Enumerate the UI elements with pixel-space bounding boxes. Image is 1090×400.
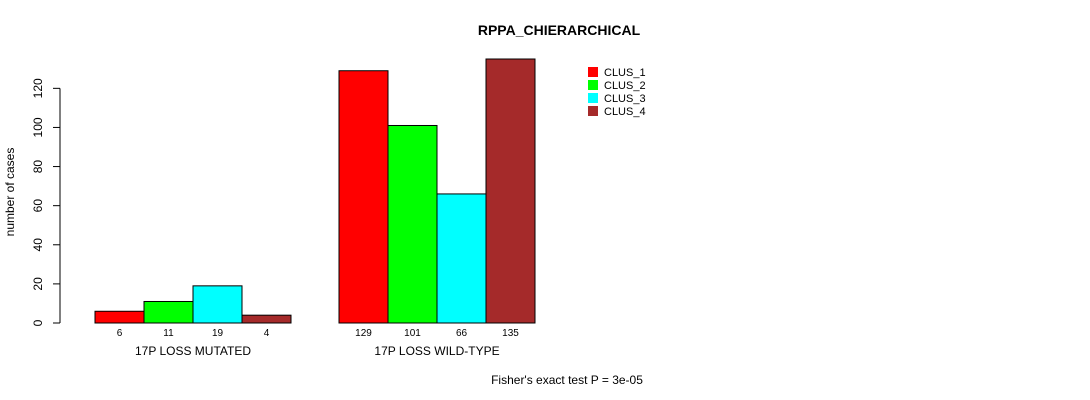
legend-swatch: [588, 106, 598, 116]
y-axis: 0 20 40 60 80 100 120: [31, 78, 61, 326]
y-axis-label: number of cases: [3, 148, 17, 237]
group-label: 17P LOSS MUTATED: [135, 344, 251, 358]
fisher-test-footnote: Fisher's exact test P = 3e-05: [491, 373, 643, 387]
bar-clus-4: [241, 314, 292, 324]
bar-count-label: 19: [212, 328, 224, 339]
bar-count-label: 66: [456, 328, 468, 339]
y-tick-label: 60: [31, 199, 45, 213]
bars-layer: 6 11 19 4 129 101 66 135: [94, 58, 536, 339]
legend-swatch: [588, 67, 598, 77]
bar-count-label: 11: [163, 328, 174, 339]
bar-clus-3: [436, 193, 487, 324]
bar-clus-1: [94, 310, 145, 324]
bar-clus-2: [387, 124, 438, 324]
bar-count-label: 129: [355, 328, 372, 339]
y-tick-label: 0: [31, 319, 45, 326]
group-label: 17P LOSS WILD-TYPE: [374, 344, 499, 358]
legend-entry: CLUS_3: [604, 93, 646, 105]
legend-swatch: [588, 80, 598, 90]
y-tick-label: 120: [31, 78, 45, 98]
legend-entry: CLUS_4: [604, 106, 646, 118]
legend-swatch: [588, 93, 598, 103]
legend-entry: CLUS_1: [604, 67, 646, 79]
bar-clus-4: [485, 58, 536, 324]
legend-entry: CLUS_2: [604, 80, 646, 92]
bar-count-label: 6: [117, 328, 123, 339]
chart-title: RPPA_CHIERARCHICAL: [478, 22, 641, 38]
bar-clus-1: [338, 70, 389, 324]
y-tick-label: 40: [31, 238, 45, 252]
bar-count-label: 4: [264, 328, 270, 339]
y-tick-label: 100: [31, 117, 45, 137]
bar-clus-2: [143, 300, 194, 324]
y-tick-label: 20: [31, 277, 45, 291]
bar-count-label: 135: [502, 328, 519, 339]
y-tick-label: 80: [31, 160, 45, 174]
bar-count-label: 101: [404, 328, 421, 339]
group-labels: 17P LOSS MUTATED 17P LOSS WILD-TYPE: [135, 344, 500, 358]
bar-clus-3: [192, 285, 243, 324]
